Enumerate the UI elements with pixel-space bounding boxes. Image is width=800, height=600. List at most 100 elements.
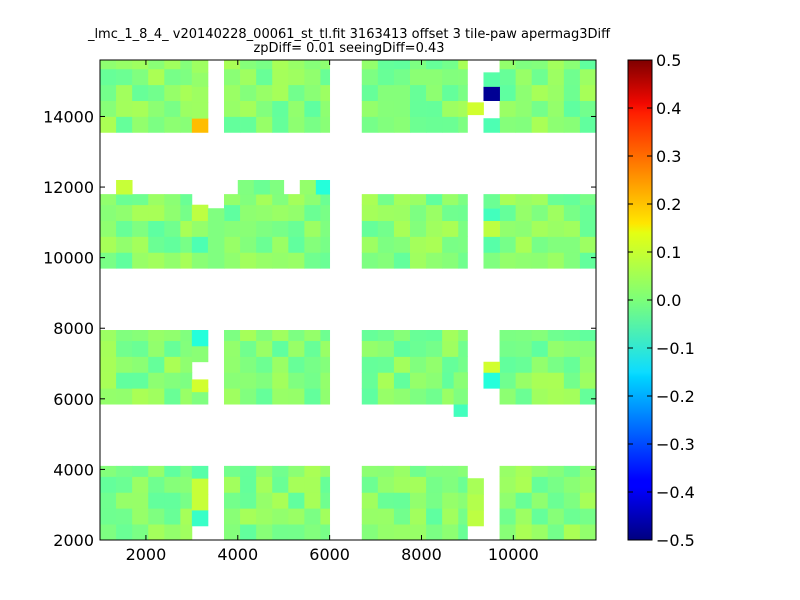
heatmap-cell (547, 194, 565, 206)
heatmap-cell (426, 330, 443, 341)
heatmap-cell (320, 84, 331, 101)
heatmap-cell (458, 356, 468, 373)
heatmap-cell (224, 116, 241, 133)
heatmap-cell (288, 330, 305, 341)
heatmap-cell (499, 220, 517, 237)
heatmap-cell (164, 84, 181, 101)
heatmap-cell (132, 60, 149, 70)
heatmap-cell (547, 476, 565, 493)
plot-frame (99, 59, 597, 541)
heatmap-cell (224, 524, 241, 541)
heatmap-cell (164, 524, 181, 541)
heatmap-cell (148, 492, 165, 509)
heatmap-cell (531, 100, 549, 117)
heatmap-cell (116, 476, 133, 493)
heatmap-cell (256, 388, 273, 405)
heatmap-cell (288, 116, 305, 133)
heatmap-cell (515, 330, 533, 341)
heatmap-cell (304, 100, 321, 117)
heatmap-cell (256, 252, 273, 269)
heatmap-cell (361, 356, 379, 373)
heatmap-cell (288, 508, 305, 525)
heatmap-cell (100, 465, 117, 477)
heatmap-cell (320, 330, 331, 341)
heatmap-cell (191, 220, 209, 237)
heatmap-cell (579, 508, 597, 525)
heatmap-cell (458, 116, 468, 133)
heatmap-cell (458, 220, 468, 237)
heatmap-cell (148, 372, 165, 389)
heatmap-cell (191, 345, 209, 363)
heatmap-cell (132, 220, 149, 237)
heatmap-cell (547, 60, 565, 70)
heatmap-cell (499, 204, 517, 221)
heatmap-cell (320, 68, 331, 86)
heatmap-cell (547, 204, 565, 221)
heatmap-cell (116, 116, 133, 133)
heatmap-cell (272, 252, 289, 269)
heatmap-cell (377, 68, 395, 86)
heatmap-cell (515, 356, 533, 373)
heatmap-cell (132, 524, 149, 541)
heatmap-cell (458, 236, 468, 253)
heatmap-cell (442, 356, 459, 373)
heatmap-cell (304, 356, 321, 373)
heatmap-cell (563, 194, 581, 206)
heatmap-cell (547, 465, 565, 477)
heatmap-cell (256, 60, 273, 70)
heatmap-cell (515, 252, 533, 269)
heatmap-cell (410, 220, 427, 237)
heatmap-cell (180, 84, 193, 101)
heatmap-cell (515, 388, 533, 405)
heatmap-cell (499, 68, 517, 86)
heatmap-cell (377, 204, 395, 221)
heatmap-cell (180, 372, 193, 389)
heatmap-cell (499, 252, 517, 269)
heatmap-cell (240, 236, 257, 253)
heatmap-cell (116, 60, 133, 70)
heatmap-cell (191, 60, 209, 73)
heatmap-cell (191, 118, 209, 133)
heatmap-cell (191, 478, 209, 495)
heatmap-cell (531, 116, 549, 133)
heatmap-cell (377, 252, 395, 269)
heatmap-cell (377, 60, 395, 70)
heatmap-cell (442, 330, 459, 341)
heatmap-cell (191, 379, 209, 393)
heatmap-cell (426, 524, 443, 541)
heatmap-cell (515, 84, 533, 101)
heatmap-cell (531, 524, 549, 541)
heatmap-cell (272, 236, 289, 253)
heatmap-cell (320, 340, 331, 357)
heatmap-cell (256, 508, 273, 525)
heatmap-cell (483, 86, 500, 101)
colorbar-tick-label: −0.2 (656, 387, 695, 406)
heatmap-cell (240, 116, 257, 133)
heatmap-cell (180, 60, 193, 70)
heatmap-cell (410, 84, 427, 101)
chart-subtitle: zpDiff= 0.01 seeingDiff=0.43 (253, 41, 444, 56)
heatmap-cell (240, 465, 257, 477)
heatmap-cell (579, 116, 597, 133)
heatmap-cell (410, 100, 427, 117)
heatmap-cell (148, 220, 165, 237)
y-tick-label: 8000 (53, 319, 94, 338)
heatmap-cell (393, 116, 411, 133)
heatmap-cell (224, 465, 241, 477)
heatmap-cell (224, 508, 241, 525)
heatmap-cell (393, 330, 411, 341)
heatmap-cell (393, 220, 411, 237)
heatmap-cell (315, 180, 331, 195)
heatmap-cell (304, 68, 321, 86)
heatmap-cell (116, 204, 133, 221)
heatmap-cell (253, 180, 271, 195)
heatmap-cell (499, 524, 517, 541)
heatmap-cell (563, 356, 581, 373)
heatmap-cell (531, 204, 549, 221)
heatmap-cell (499, 356, 517, 373)
heatmap-cell (410, 524, 427, 541)
heatmap-cell (531, 252, 549, 269)
heatmap-cell (579, 252, 597, 269)
heatmap-cell (483, 361, 500, 373)
heatmap-cell (426, 476, 443, 493)
